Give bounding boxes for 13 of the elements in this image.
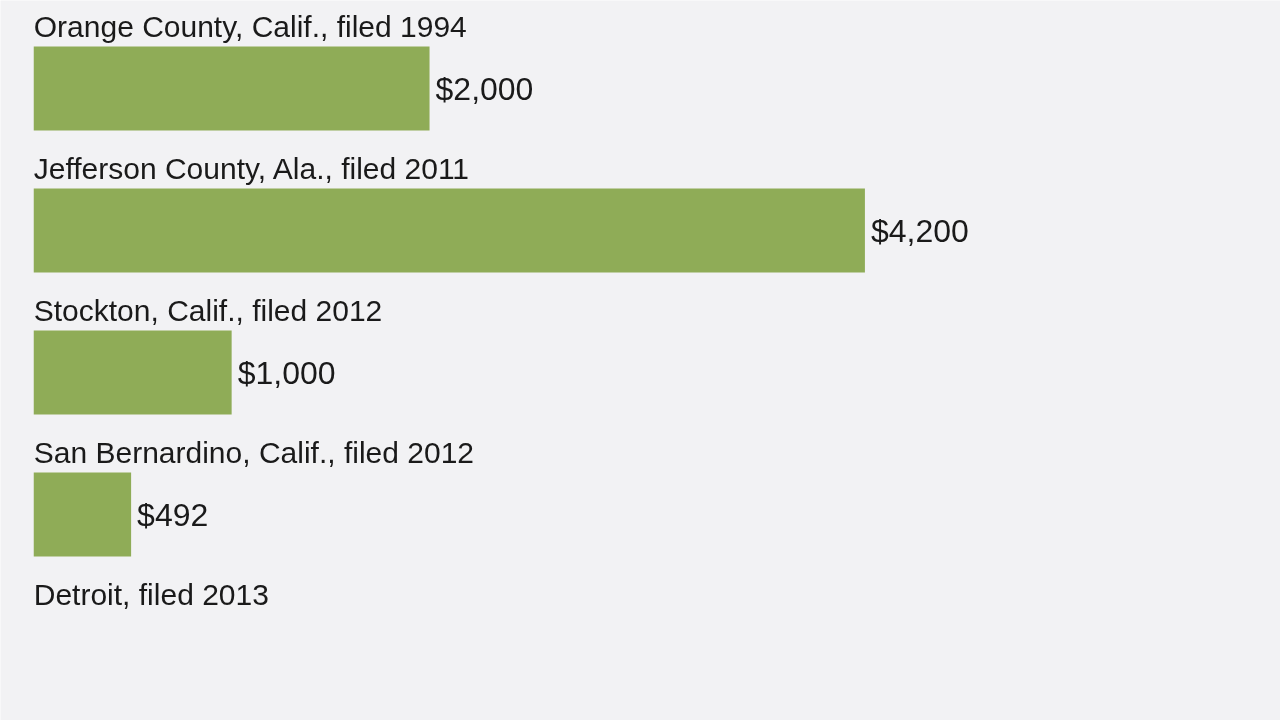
data-label: $492: [137, 496, 209, 533]
bar: [33, 188, 865, 273]
bar: [33, 330, 232, 415]
y-tick-label: Orange County, Calif., filed 1994: [33, 10, 467, 43]
data-label: $2,000: [435, 70, 534, 107]
bar: [33, 472, 132, 557]
bar: [33, 46, 430, 131]
data-label: $4,200: [870, 212, 969, 249]
y-tick-label: Detroit, filed 2013: [33, 578, 269, 611]
y-tick-label: San Bernardino, Calif., filed 2012: [33, 436, 475, 469]
y-tick-label: Jefferson County, Ala., filed 2011: [33, 152, 470, 185]
data-label: $1,000: [237, 354, 336, 391]
y-tick-label: Stockton, Calif., filed 2012: [33, 294, 383, 327]
